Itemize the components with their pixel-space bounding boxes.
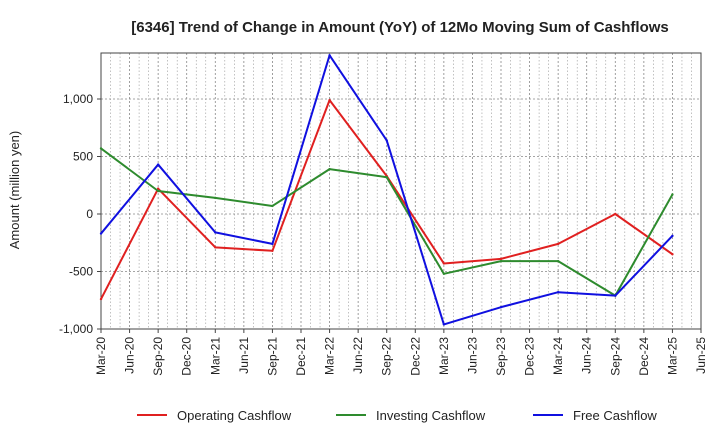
x-tick-label: Jun-21 (237, 337, 251, 374)
data-point (156, 187, 160, 190)
data-point (614, 294, 617, 297)
data-point (442, 272, 446, 275)
x-tick-label: Jun-22 (351, 337, 365, 374)
y-tick-label: -1,000 (59, 322, 93, 336)
series-lines (99, 54, 674, 326)
chart-title: [6346] Trend of Change in Amount (YoY) o… (131, 19, 669, 36)
data-point (328, 98, 331, 102)
data-point (99, 147, 103, 150)
data-point (214, 196, 217, 200)
data-point (271, 249, 274, 252)
y-tick-label: 0 (86, 207, 93, 221)
x-tick-label: Dec-21 (294, 337, 308, 376)
x-tick-label: Sep-21 (265, 337, 279, 376)
x-tick-label: Dec-22 (408, 337, 422, 376)
x-tick-label: Mar-21 (208, 337, 222, 375)
legend-label: Free Cashflow (573, 408, 657, 423)
x-tick-label: Jun-25 (694, 337, 708, 374)
y-tick-label: 1,000 (63, 92, 93, 106)
data-point (671, 193, 674, 196)
data-point (442, 323, 446, 326)
x-tick-label: Dec-23 (523, 337, 537, 376)
axes: -1,000 -500 0 500 1,000 Mar-20 Jun-20 Sep-20 Dec… (59, 52, 708, 376)
x-tick-label: Sep-24 (608, 337, 622, 376)
legend: Operating Cashflow Investing Cashflow Free… (137, 408, 657, 423)
x-tick-label: Dec-24 (637, 337, 651, 376)
x-tick-label: Mar-25 (665, 337, 679, 375)
data-point (99, 232, 103, 235)
data-point (156, 163, 160, 166)
data-point (328, 54, 331, 57)
data-point (385, 139, 388, 142)
x-tick-label: Jun-23 (465, 337, 479, 374)
y-tick-label: 500 (73, 150, 93, 164)
x-tick-label: Jun-20 (123, 337, 137, 374)
data-point (556, 291, 560, 294)
data-point (385, 176, 388, 179)
x-tick-label: Mar-20 (94, 337, 108, 375)
data-point (442, 262, 446, 265)
data-point (671, 234, 674, 238)
x-tick-label: Dec-20 (180, 337, 194, 376)
x-tick-label: Mar-24 (551, 337, 565, 375)
data-point (499, 257, 503, 261)
data-point (556, 242, 560, 246)
plot-frame (100, 52, 702, 330)
data-point (271, 242, 274, 246)
data-point (328, 167, 331, 171)
x-tick-label: Sep-22 (380, 337, 394, 376)
data-point (214, 231, 217, 234)
x-tick-label: Mar-22 (323, 337, 337, 375)
y-tick-label: -500 (69, 265, 93, 279)
x-tick-label: Jun-24 (580, 337, 594, 374)
x-tick-label: Sep-20 (151, 337, 165, 376)
data-point (156, 189, 160, 193)
data-point (499, 305, 503, 309)
data-point (214, 246, 217, 249)
y-axis-label: Amount (million yen) (7, 131, 22, 250)
grid (100, 53, 702, 330)
data-point (499, 259, 503, 263)
data-point (99, 297, 103, 301)
data-point (271, 204, 274, 208)
data-point (614, 212, 617, 216)
x-tick-label: Sep-23 (494, 337, 508, 376)
data-point (671, 253, 674, 256)
x-tick-label: Mar-23 (437, 337, 451, 375)
legend-label: Operating Cashflow (177, 408, 292, 423)
legend-label: Investing Cashflow (376, 408, 486, 423)
data-point (556, 259, 560, 263)
